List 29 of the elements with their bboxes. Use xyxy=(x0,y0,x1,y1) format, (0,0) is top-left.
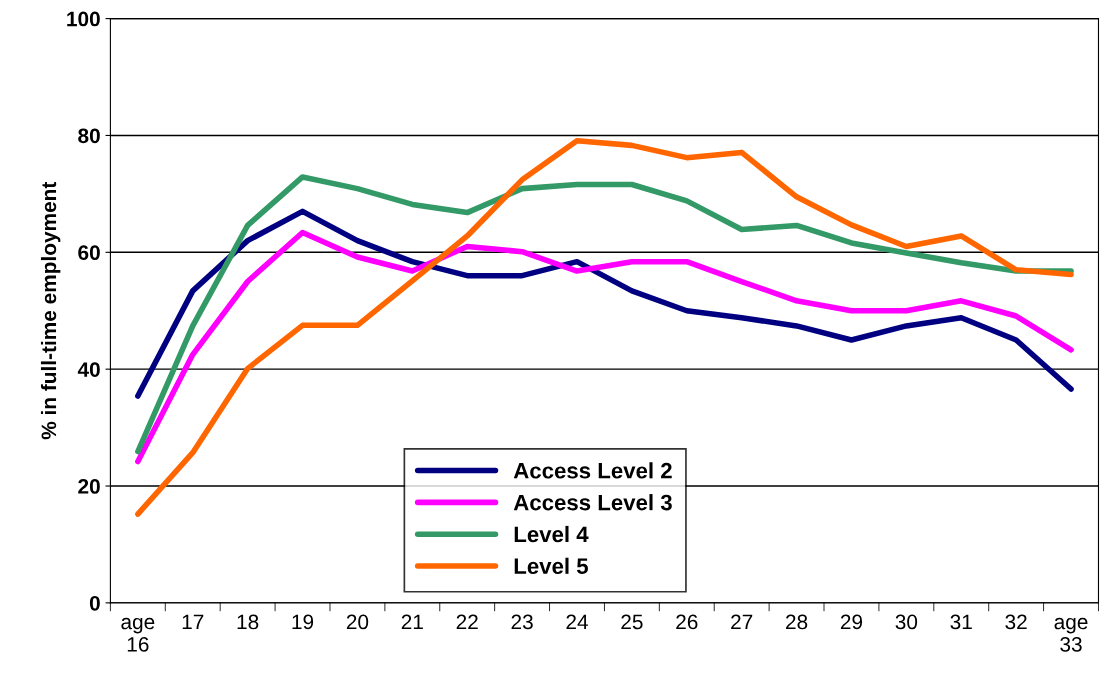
x-tick-label: 27 xyxy=(731,614,753,630)
x-tick-label: 17 xyxy=(182,614,204,630)
x-tick-label: 31 xyxy=(950,614,972,630)
y-tick-label: 60 xyxy=(78,245,100,261)
y-tick-label: 100 xyxy=(67,11,100,27)
legend-label: Level 4 xyxy=(514,525,589,543)
x-tick-label: 21 xyxy=(401,614,423,630)
x-tick-label: 25 xyxy=(621,614,643,630)
legend-label: Access Level 3 xyxy=(513,494,672,511)
x-tick-label: 19 xyxy=(292,614,314,630)
x-tick-label: 22 xyxy=(456,614,478,630)
x-tick-label: 28 xyxy=(786,614,808,630)
y-tick-label: 20 xyxy=(78,479,100,494)
x-tick-label: 20 xyxy=(346,614,369,630)
x-tick-label: 18 xyxy=(237,614,259,630)
y-tick-label: 80 xyxy=(78,128,100,144)
x-tick-label: age 16 xyxy=(121,617,155,652)
x-tick-label: 23 xyxy=(511,614,533,630)
legend-label: Access Level 2 xyxy=(513,462,672,479)
y-axis-title: % in full-time employment xyxy=(40,181,61,440)
x-tick-label: 26 xyxy=(676,614,698,630)
y-tick-label: 0 xyxy=(89,595,100,611)
x-tick-label: 30 xyxy=(895,614,918,630)
x-tick-label: age 33 xyxy=(1054,617,1088,652)
legend-label: Level 5 xyxy=(514,557,588,575)
x-tick-label: 32 xyxy=(1005,614,1027,630)
x-tick-label: 29 xyxy=(840,614,863,630)
x-tick-label: 24 xyxy=(566,614,588,630)
y-tick-label: 40 xyxy=(77,362,100,377)
